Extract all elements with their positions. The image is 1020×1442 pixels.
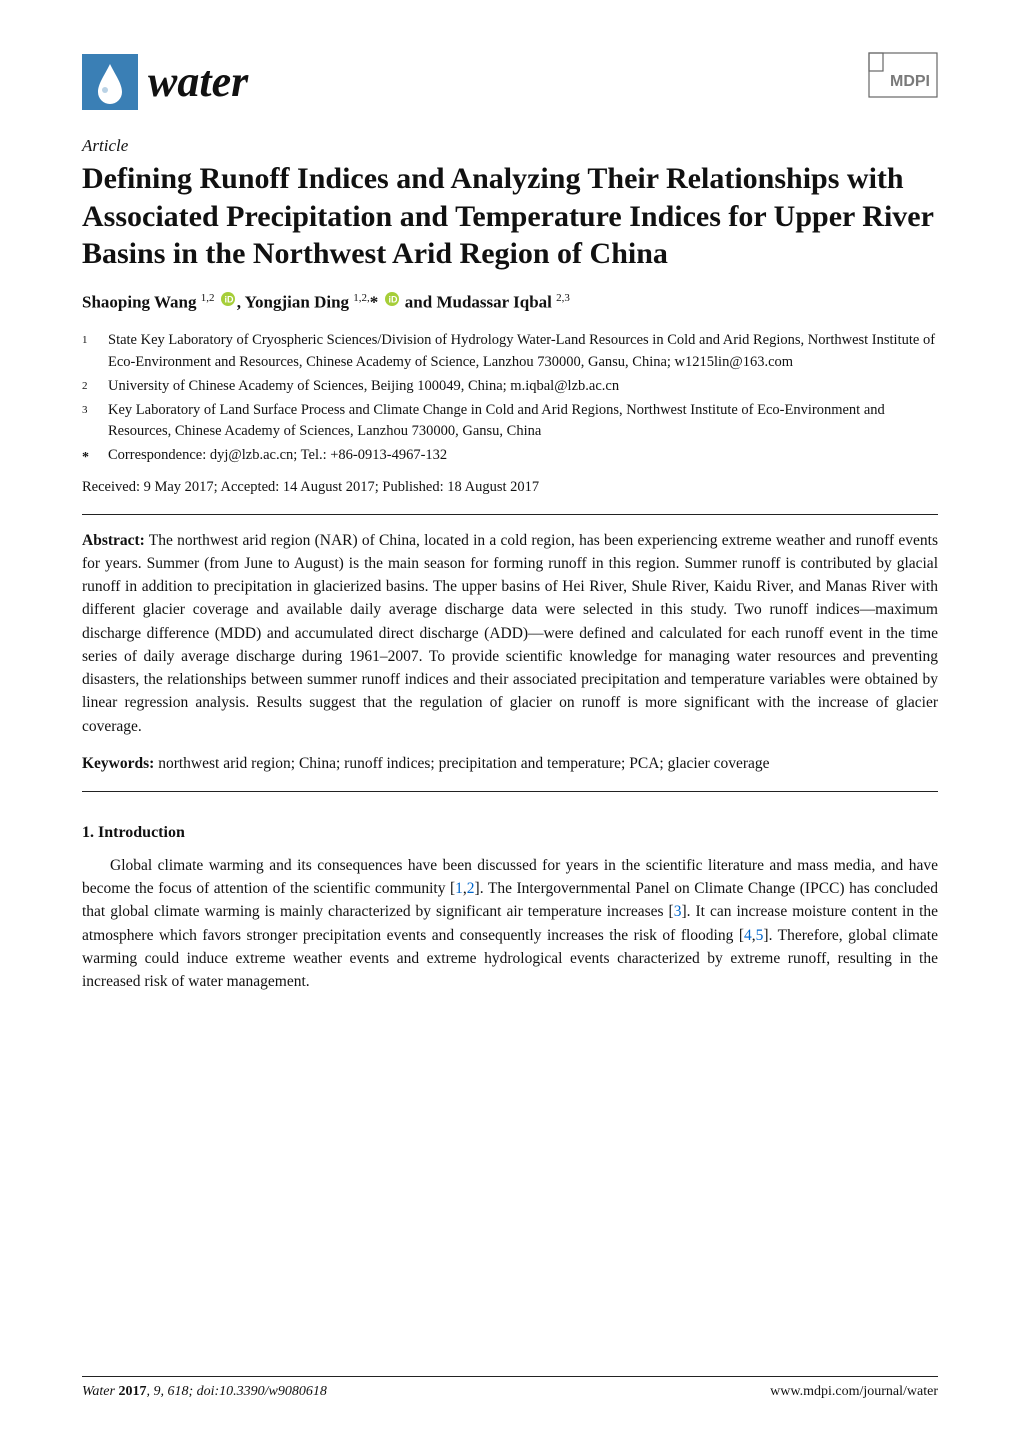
footer-right: www.mdpi.com/journal/water (770, 1383, 938, 1402)
svg-text:iD: iD (224, 295, 234, 305)
affiliation-row: 3 Key Laboratory of Land Surface Process… (82, 400, 938, 444)
abstract: Abstract: The northwest arid region (NAR… (82, 529, 938, 738)
affil-num: 1 (82, 330, 96, 374)
affil-text: State Key Laboratory of Cryospheric Scie… (108, 330, 938, 374)
intro-paragraph: Global climate warming and its consequen… (82, 854, 938, 994)
article-type: Article (82, 135, 938, 158)
keywords: Keywords: northwest arid region; China; … (82, 752, 938, 775)
correspondence-row: * Correspondence: dyj@lzb.ac.cn; Tel.: +… (82, 445, 938, 468)
author-sep: , (237, 292, 245, 311)
mdpi-logo-icon: MDPI (868, 52, 938, 98)
dates-line: Received: 9 May 2017; Accepted: 14 Augus… (82, 478, 938, 498)
footer: Water 2017, 9, 618; doi:10.3390/w9080618… (82, 1376, 938, 1402)
affiliation-row: 1 State Key Laboratory of Cryospheric Sc… (82, 330, 938, 374)
journal-brand: water (82, 52, 248, 111)
corr-star: * (82, 445, 96, 468)
footer-citation: , 9, 618; doi:10.3390/w9080618 (146, 1384, 326, 1399)
section-1-heading: 1. Introduction (82, 822, 938, 844)
footer-left: Water 2017, 9, 618; doi:10.3390/w9080618 (82, 1383, 327, 1402)
author-3-sup: 2,3 (556, 292, 570, 304)
affiliation-row: 2 University of Chinese Academy of Scien… (82, 376, 938, 398)
ref-link[interactable]: 4 (744, 927, 752, 944)
affiliations: 1 State Key Laboratory of Cryospheric Sc… (82, 330, 938, 468)
svg-text:MDPI: MDPI (890, 73, 930, 90)
abstract-body: The northwest arid region (NAR) of China… (82, 532, 938, 735)
author-2-corr: * (370, 292, 379, 311)
abstract-label: Abstract: (82, 532, 145, 549)
footer-year: 2017 (118, 1384, 146, 1399)
water-drop-icon (82, 54, 138, 110)
footer-journal: Water (82, 1384, 118, 1399)
svg-text:iD: iD (388, 295, 398, 305)
journal-name: water (148, 52, 248, 111)
affil-num: 2 (82, 376, 96, 398)
author-3: Mudassar Iqbal (436, 292, 551, 311)
author-1-sup: 1,2 (201, 292, 215, 304)
ref-link[interactable]: 1 (455, 880, 463, 897)
author-line: Shaoping Wang 1,2 iD , Yongjian Ding 1,2… (82, 291, 938, 315)
author-2: Yongjian Ding (245, 292, 349, 311)
author-2-sup: 1,2, (353, 292, 370, 304)
corr-text: Correspondence: dyj@lzb.ac.cn; Tel.: +86… (108, 445, 447, 468)
affil-text: Key Laboratory of Land Surface Process a… (108, 400, 938, 444)
orcid-icon: iD (221, 292, 235, 306)
orcid-icon: iD (385, 292, 399, 306)
abstract-block: Abstract: The northwest arid region (NAR… (82, 514, 938, 793)
keywords-label: Keywords: (82, 755, 154, 772)
affil-text: University of Chinese Academy of Science… (108, 376, 619, 398)
paper-title: Defining Runoff Indices and Analyzing Th… (82, 160, 938, 273)
affil-num: 3 (82, 400, 96, 444)
keywords-body: northwest arid region; China; runoff ind… (154, 755, 769, 772)
top-bar: water MDPI (82, 52, 938, 111)
ref-link[interactable]: 2 (467, 880, 475, 897)
author-and: and (405, 292, 437, 311)
author-1: Shaoping Wang (82, 292, 197, 311)
